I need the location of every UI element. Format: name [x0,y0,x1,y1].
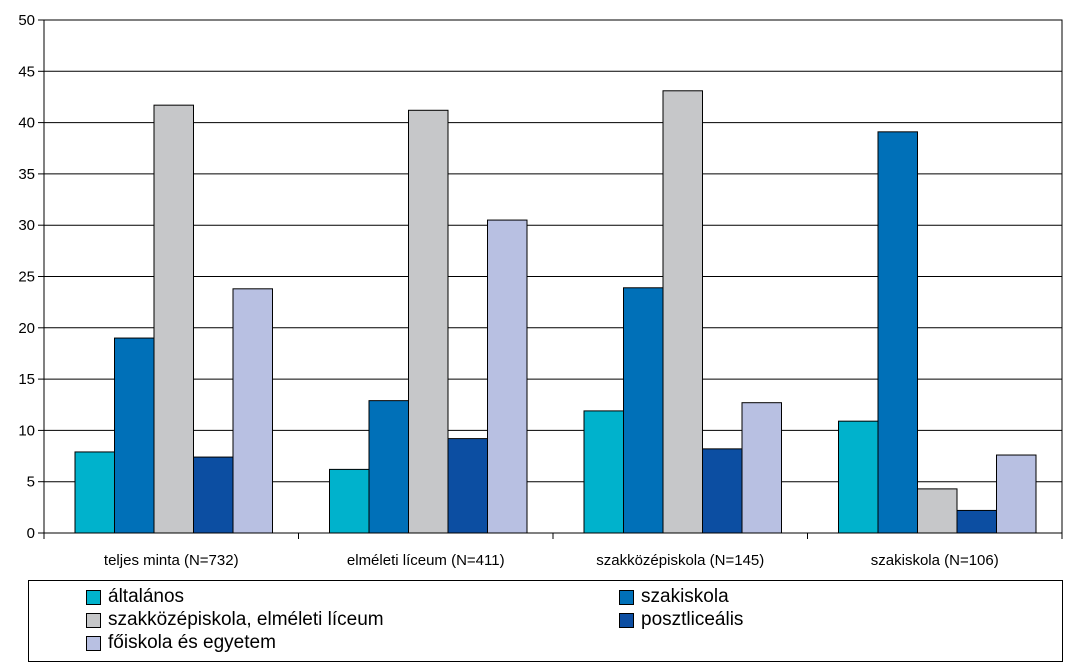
bar [329,468,370,534]
y-tick-label: 20 [18,320,35,337]
bar [917,488,958,534]
bar [741,402,782,534]
y-tick-label: 35 [18,166,35,183]
legend-label-posztlicealis: posztliceális [641,609,744,630]
legend-swatch-altalanos [86,589,101,605]
y-tick-label: 30 [18,217,35,234]
y-tick-label: 10 [18,422,35,439]
y-tick-label: 25 [18,269,35,286]
bar [114,337,155,534]
legend: általános szakközépiskola, elméleti líce… [28,580,1063,662]
bar [877,131,918,534]
bar-chart: 0 5 10 15 20 25 30 35 40 45 50 teljes minta (N=732)… [18,12,1063,569]
bar [662,90,703,534]
legend-item-szakiskola: szakiskola [619,586,729,608]
bar [447,438,488,534]
x-tick-label: szakiskola (N=106) [871,552,999,569]
y-tick-label: 50 [18,12,35,29]
y-tick-label: 15 [18,371,35,388]
y-tick-label: 45 [18,63,35,80]
bar [996,454,1037,534]
x-tick-label: teljes minta (N=732) [104,552,239,569]
legend-swatch-posztlicealis [619,612,634,628]
x-tick-label: szakközépiskola (N=145) [596,552,764,569]
legend-swatch-szakkozepiskola [86,612,101,628]
bar [74,451,115,534]
legend-item-foiskola: főiskola és egyetem [86,632,276,654]
bar [368,400,409,534]
y-tick-label: 0 [27,525,35,542]
bar [153,104,194,534]
bar [583,410,624,534]
legend-item-szakkozepiskola: szakközépiskola, elméleti líceum [86,609,384,631]
bar [702,448,743,534]
legend-item-altalanos: általános [86,586,184,608]
y-tick-label: 40 [18,115,35,132]
legend-label-szakkozepiskola: szakközépiskola, elméleti líceum [108,609,384,630]
legend-swatch-szakiskola [619,589,634,605]
y-tick-label: 5 [27,474,35,491]
bar [487,219,528,534]
legend-label-altalanos: általános [108,586,185,607]
bar [408,109,449,534]
legend-label-foiskola: főiskola és egyetem [108,632,276,653]
legend-item-posztlicealis: posztliceális [619,609,743,631]
x-tick-label: elméleti líceum (N=411) [347,552,505,569]
bar [232,288,273,534]
bar [838,420,879,534]
legend-swatch-foiskola [86,635,101,651]
legend-label-szakiskola: szakiskola [641,586,729,607]
bar [193,456,234,534]
bar [623,287,664,534]
bar [956,509,997,534]
